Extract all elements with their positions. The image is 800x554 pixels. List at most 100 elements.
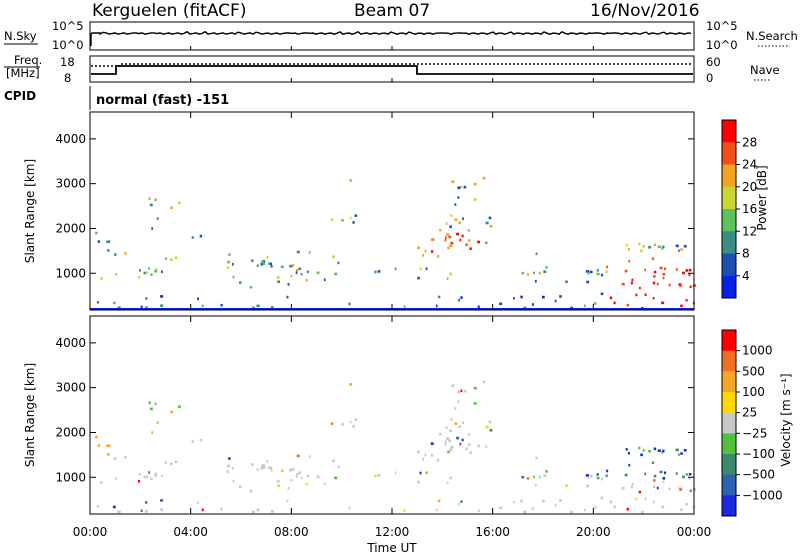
power-mark (477, 305, 480, 309)
freq-tick-top: 18 (60, 55, 75, 69)
power-mark (417, 276, 420, 280)
power-mark (458, 221, 461, 225)
power-y-tick: 2000 (55, 221, 86, 235)
velocity-mark (644, 472, 646, 476)
velocity-mark (170, 462, 173, 466)
power-mark (286, 295, 289, 299)
power-mark (473, 198, 477, 201)
velocity-mark (628, 463, 631, 467)
velocity-mark (499, 506, 503, 510)
power-mark (653, 275, 656, 278)
velocity-mark (417, 450, 420, 454)
power-mark (150, 273, 153, 276)
velocity-mark (661, 451, 664, 454)
velocity-mark (662, 476, 666, 480)
power-mark (460, 296, 463, 299)
time-tick-label: 16:00 (475, 525, 510, 539)
velocity-mark (201, 508, 204, 512)
power-mark (638, 286, 642, 290)
velocity-mark (348, 506, 351, 510)
nave-label: Nave (750, 63, 780, 77)
velocity-panel: 4000 3000 2000 1000 Slant Range [km] 1000 50… (23, 315, 793, 517)
power-mark (95, 231, 98, 235)
power-mark (584, 304, 586, 308)
power-mark (689, 285, 692, 289)
power-mark (97, 240, 101, 243)
power-mark (678, 249, 680, 252)
velocity-mark (144, 510, 148, 513)
velocity-mark (124, 456, 127, 459)
velocity-mark (653, 447, 657, 451)
power-mark (239, 281, 242, 284)
power-mark (100, 277, 103, 280)
power-colorbar-label: Power [dB] (755, 165, 769, 230)
power-mark (499, 302, 503, 306)
power-mark (485, 221, 489, 225)
velocity-mark (642, 449, 645, 452)
power-mark (521, 271, 525, 275)
power-mark (477, 240, 481, 244)
freq-unit: [MHz] (6, 66, 40, 80)
power-mark (270, 265, 273, 268)
velocity-mark (605, 474, 608, 478)
velocity-mark (251, 510, 255, 514)
power-mark (298, 267, 302, 271)
power-mark (199, 234, 203, 238)
colorbar-swatch (722, 186, 736, 210)
power-mark (146, 271, 149, 275)
velocity-mark (100, 481, 103, 484)
velocity-mark (334, 476, 338, 480)
power-mark (251, 306, 255, 310)
velocity-mark (627, 451, 630, 455)
power-mark (605, 270, 608, 274)
colorbar-swatch (722, 454, 736, 476)
nave-tick-bottom: 0 (706, 71, 713, 85)
power-mark (689, 268, 692, 272)
time-tick-label: 04:00 (173, 525, 208, 539)
power-ylabel: Slant Range [km] (23, 159, 37, 263)
velocity-mark (458, 425, 461, 429)
velocity-mark (688, 477, 691, 481)
power-panel: 4000 3000 2000 1000 Slant Range [km] 28 24 20… (23, 111, 769, 311)
power-mark (640, 249, 643, 253)
velocity-mark (451, 384, 455, 387)
nsearch-tick-bottom: 10^0 (706, 38, 738, 52)
velocity-mark (609, 500, 613, 504)
colorbar-swatch (722, 350, 736, 372)
power-mark (270, 306, 274, 309)
velocity-mark (444, 440, 447, 443)
velocity-mark (523, 510, 527, 514)
velocity-mark (199, 438, 203, 442)
colorbar-swatch (722, 142, 736, 165)
velocity-colorbar-tick: 500 (742, 364, 765, 378)
power-mark (657, 245, 661, 249)
velocity-mark (473, 386, 477, 390)
velocity-mark (462, 421, 464, 425)
velocity-mark (306, 474, 309, 478)
velocity-mark (156, 421, 159, 424)
time-tick-label: 08:00 (274, 525, 309, 539)
power-mark (148, 197, 151, 201)
power-colorbar-tick: 16 (742, 202, 757, 216)
velocity-mark (596, 476, 600, 480)
nsearch-tick-top: 10^5 (706, 19, 738, 33)
power-mark (226, 266, 229, 269)
power-mark (149, 203, 153, 207)
velocity-mark (174, 460, 178, 464)
power-mark (430, 250, 434, 253)
velocity-mark (178, 405, 181, 409)
velocity-mark (653, 479, 656, 482)
power-mark (334, 272, 338, 276)
velocity-mark (460, 500, 463, 503)
power-mark (457, 186, 460, 190)
power-mark (164, 257, 167, 260)
power-mark (228, 253, 231, 256)
power-mark (276, 276, 280, 279)
power-mark (675, 244, 679, 248)
velocity-mark (657, 449, 661, 453)
power-mark (422, 254, 424, 257)
velocity-mark (565, 484, 568, 488)
velocity-mark (648, 449, 651, 453)
power-mark (249, 285, 253, 289)
